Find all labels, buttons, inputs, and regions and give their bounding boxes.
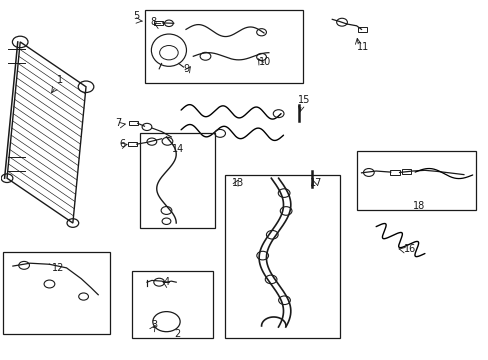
Bar — [3, 252, 110, 334]
Text: 4: 4 — [163, 277, 170, 287]
Bar — [356, 151, 475, 211]
Text: 5: 5 — [133, 12, 139, 21]
Text: 8: 8 — [150, 17, 156, 27]
Text: 10: 10 — [259, 57, 271, 67]
Bar — [224, 175, 339, 338]
Text: 7: 7 — [115, 118, 122, 128]
Bar — [144, 10, 303, 83]
Bar — [128, 142, 137, 146]
Text: 3: 3 — [151, 320, 157, 330]
Text: 17: 17 — [310, 179, 322, 188]
Text: 12: 12 — [52, 264, 64, 274]
Bar — [140, 134, 215, 228]
Text: 1: 1 — [57, 75, 63, 85]
Text: 16: 16 — [403, 244, 415, 254]
Text: 15: 15 — [298, 95, 310, 105]
Bar — [357, 27, 366, 32]
Text: 9: 9 — [183, 64, 189, 75]
Text: 18: 18 — [412, 201, 424, 211]
Text: 6: 6 — [119, 139, 125, 149]
Bar — [389, 170, 399, 175]
Bar — [129, 121, 138, 126]
Bar — [132, 271, 212, 338]
Text: 14: 14 — [172, 144, 184, 154]
Bar — [154, 21, 162, 25]
Text: 2: 2 — [173, 329, 180, 339]
Text: 11: 11 — [356, 42, 368, 52]
Text: 13: 13 — [232, 178, 244, 188]
Bar — [402, 169, 410, 174]
